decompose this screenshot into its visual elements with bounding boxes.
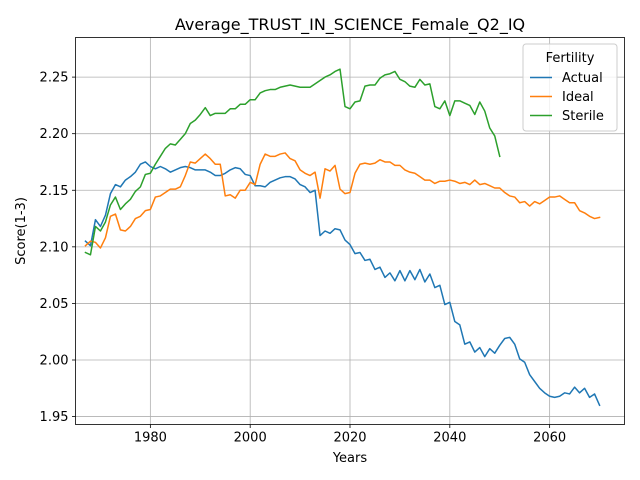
x-axis-title: Years bbox=[332, 451, 368, 466]
x-tick-label: 2020 bbox=[333, 431, 366, 446]
y-tick-label: 2.00 bbox=[40, 354, 69, 369]
series-lines bbox=[84, 68, 601, 407]
series-line-ideal bbox=[84, 152, 601, 249]
legend-box bbox=[522, 43, 618, 132]
chart-title: Average_TRUST_IN_SCIENCE_Female_Q2_IQ bbox=[175, 15, 525, 35]
y-tick-label: 1.95 bbox=[40, 410, 69, 425]
y-tick-label: 2.15 bbox=[40, 184, 69, 199]
legend-entries: Actual Ideal Sterile bbox=[530, 71, 604, 124]
x-tick-label: 2060 bbox=[533, 431, 566, 446]
y-tick-label: 2.20 bbox=[40, 127, 69, 142]
y-tick-label: 2.05 bbox=[40, 297, 69, 312]
series-line-actual bbox=[84, 161, 601, 407]
legend-label-actual: Actual bbox=[562, 71, 603, 86]
x-tick-label: 2040 bbox=[433, 431, 466, 446]
y-axis-title: Score(1-3) bbox=[14, 197, 29, 265]
axis-ticks: 1980 2000 2020 2040 2060 1.95 2.00 2.05 2.10 2.15… bbox=[40, 71, 567, 446]
legend-label-ideal: Ideal bbox=[562, 90, 594, 105]
x-tick-label: 2000 bbox=[234, 431, 267, 446]
series-line-sterile bbox=[84, 68, 501, 256]
x-tick-label: 1980 bbox=[134, 431, 167, 446]
y-tick-label: 2.10 bbox=[40, 240, 69, 255]
legend-title: Fertility bbox=[546, 51, 595, 66]
y-tick-label: 2.25 bbox=[40, 71, 69, 86]
legend: Fertility Actual Ideal Sterile bbox=[522, 43, 618, 132]
legend-label-sterile: Sterile bbox=[562, 109, 604, 124]
grid bbox=[75, 37, 625, 425]
